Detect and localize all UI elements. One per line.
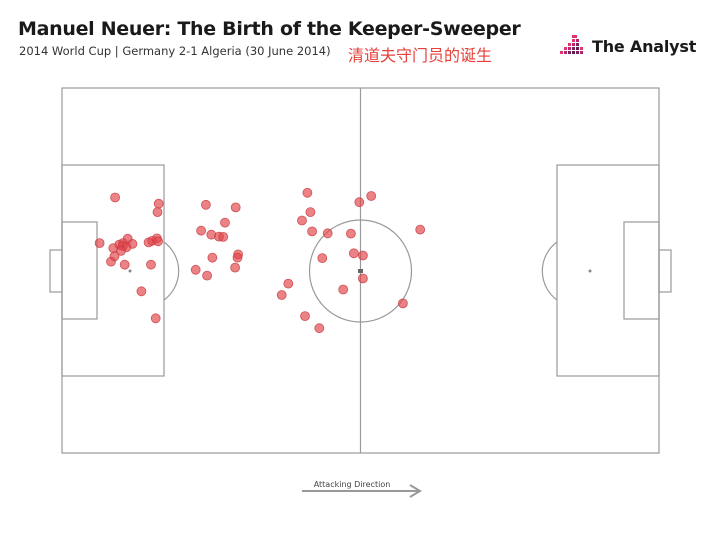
left-penalty-spot <box>128 269 132 273</box>
brand-name: The Analyst <box>592 36 697 56</box>
right-goal <box>658 249 672 293</box>
action-point <box>136 286 147 297</box>
right-penalty-arc <box>541 241 558 301</box>
bar-mosaic-logo-icon <box>560 35 583 54</box>
action-point <box>230 262 241 273</box>
action-point <box>307 226 318 237</box>
action-point <box>354 197 365 208</box>
action-point <box>357 273 368 284</box>
action-point <box>106 256 116 267</box>
action-point <box>196 225 207 236</box>
action-point <box>230 202 241 213</box>
right-penalty-area <box>556 164 660 377</box>
action-point <box>220 217 230 228</box>
action-point <box>146 259 156 270</box>
action-point <box>357 250 368 261</box>
action-point <box>152 207 163 218</box>
action-point <box>94 238 105 249</box>
action-point <box>116 245 126 256</box>
action-point <box>200 199 211 210</box>
direction-label: Attacking Direction <box>314 480 391 489</box>
action-point <box>150 313 161 324</box>
action-point <box>207 252 218 263</box>
action-point <box>232 252 243 263</box>
action-point <box>314 323 325 334</box>
pitch-markings <box>49 87 672 454</box>
action-point <box>110 192 120 203</box>
action-point <box>300 311 310 322</box>
action-point <box>305 207 316 218</box>
chinese-annotation: 清道夫守门员的诞生 <box>348 46 493 65</box>
action-point <box>345 228 356 239</box>
action-point <box>297 215 307 226</box>
action-point <box>338 284 349 295</box>
action-point <box>348 248 359 259</box>
chart-subtitle: 2014 World Cup | Germany 2-1 Algeria (30… <box>19 44 331 58</box>
left-six-yard-box <box>61 221 98 320</box>
action-point <box>119 259 130 270</box>
action-point <box>397 298 408 309</box>
action-point <box>283 278 294 289</box>
action-point <box>218 231 229 242</box>
action-point <box>276 290 287 300</box>
left-goal <box>49 249 63 293</box>
action-point <box>322 228 333 239</box>
center-spot <box>358 269 363 273</box>
direction-arrow-icon <box>409 484 422 498</box>
right-six-yard-box <box>623 221 660 320</box>
action-point <box>190 264 201 275</box>
action-point <box>302 187 313 198</box>
action-point <box>317 253 328 264</box>
action-point <box>153 236 164 247</box>
center-circle <box>308 219 413 323</box>
action-point <box>366 191 377 201</box>
action-point <box>153 198 164 209</box>
action-point <box>143 237 154 248</box>
left-penalty-arc <box>163 241 180 301</box>
action-point <box>415 224 426 235</box>
attacking-direction: Attacking Direction <box>302 480 422 498</box>
right-penalty-spot <box>588 269 592 273</box>
action-point <box>202 270 213 281</box>
chart-title: Manuel Neuer: The Birth of the Keeper-Sw… <box>18 18 521 40</box>
action-points <box>94 187 426 334</box>
brand-logo: The Analyst <box>560 32 696 60</box>
